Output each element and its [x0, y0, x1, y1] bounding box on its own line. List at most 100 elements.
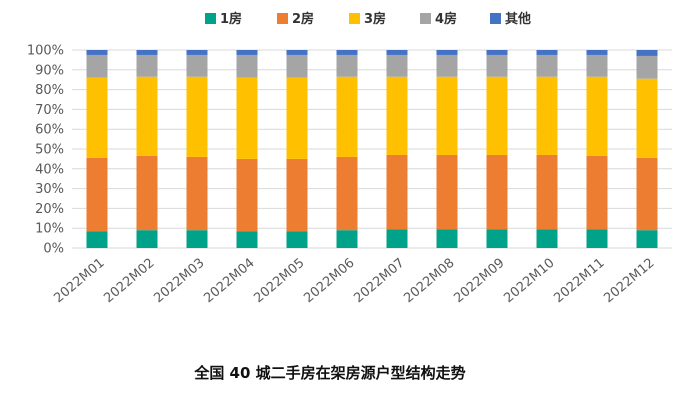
bar-segment-2022M09-2房 — [486, 154, 508, 230]
bar-segment-2022M09-其他 — [486, 50, 508, 55]
bar-segment-2022M07-2房 — [386, 154, 408, 230]
x-axis: 2022M012022M022022M032022M042022M052022M… — [51, 256, 657, 307]
y-tick-label: 70% — [35, 103, 64, 118]
bar-segment-2022M09-3房 — [486, 76, 508, 155]
bar-segment-2022M03-4房 — [186, 54, 208, 77]
legend-label: 3房 — [364, 11, 386, 27]
bar-segment-2022M06-3房 — [336, 76, 358, 157]
bar-segment-2022M11-3房 — [586, 76, 608, 156]
bar-segment-2022M10-3房 — [536, 76, 558, 155]
y-tick-label: 0% — [43, 242, 64, 257]
y-axis: 0% 10% 20% 30% 40% 50% 60% 70% 80% 90% 100% — [27, 44, 64, 257]
legend-label: 2房 — [292, 11, 314, 27]
bar-segment-2022M09-1房 — [486, 229, 508, 248]
bar-segment-2022M05-4房 — [286, 54, 308, 78]
x-tick-label: 2022M11 — [551, 256, 607, 307]
legend-swatch-3房 — [349, 13, 360, 24]
bar-segment-2022M02-2房 — [136, 155, 158, 231]
x-tick-label: 2022M04 — [201, 256, 257, 307]
bar-segment-2022M12-3房 — [636, 78, 658, 158]
bar-segment-2022M01-1房 — [86, 231, 108, 248]
x-tick-label: 2022M06 — [301, 256, 357, 307]
bar-segment-2022M12-1房 — [636, 230, 658, 248]
bar-segment-2022M11-1房 — [586, 229, 608, 248]
bar-segment-2022M07-1房 — [386, 229, 408, 248]
bar-segment-2022M01-其他 — [86, 50, 108, 55]
legend: 1房 2房 3房 4房 其他 — [205, 11, 531, 27]
legend-label: 其他 — [505, 11, 531, 27]
y-tick-label: 80% — [35, 83, 64, 98]
bar-segment-2022M01-4房 — [86, 54, 108, 78]
bar-segment-2022M04-3房 — [236, 77, 258, 159]
y-tick-label: 100% — [27, 44, 64, 59]
bar-segment-2022M03-3房 — [186, 76, 208, 157]
bar-segment-2022M12-2房 — [636, 157, 658, 231]
legend-swatch-1房 — [205, 13, 216, 24]
legend-swatch-其他 — [490, 13, 501, 24]
legend-swatch-2房 — [277, 13, 288, 24]
bar-segment-2022M08-4房 — [436, 54, 458, 77]
bar-segment-2022M11-其他 — [586, 50, 608, 55]
bar-segment-2022M01-2房 — [86, 157, 108, 232]
bar-segment-2022M09-4房 — [486, 54, 508, 77]
bar-segment-2022M10-4房 — [536, 54, 558, 77]
bar-segment-2022M02-3房 — [136, 76, 158, 156]
legend-label: 1房 — [220, 11, 242, 27]
bar-segment-2022M02-4房 — [136, 54, 158, 77]
chart-title: 全国 40 城二手房在架房源户型结构走势 — [193, 364, 465, 382]
bar-segment-2022M04-2房 — [236, 158, 258, 232]
bar-segment-2022M04-1房 — [236, 231, 258, 248]
bar-segment-2022M05-1房 — [286, 231, 308, 248]
bar-segment-2022M03-1房 — [186, 230, 208, 248]
x-tick-label: 2022M09 — [451, 256, 507, 307]
bar-segment-2022M08-3房 — [436, 76, 458, 155]
bar-segment-2022M12-其他 — [636, 50, 658, 56]
bar-segment-2022M02-其他 — [136, 50, 158, 55]
bar-segment-2022M07-3房 — [386, 76, 408, 155]
legend-swatch-4房 — [420, 13, 431, 24]
x-tick-label: 2022M08 — [401, 256, 457, 307]
bar-segment-2022M11-4房 — [586, 54, 608, 77]
x-tick-label: 2022M05 — [251, 256, 307, 307]
bar-segment-2022M04-4房 — [236, 54, 258, 78]
x-tick-label: 2022M10 — [501, 256, 557, 307]
bar-segment-2022M03-2房 — [186, 156, 208, 231]
bar-segment-2022M06-1房 — [336, 230, 358, 248]
bar-segment-2022M10-1房 — [536, 229, 558, 248]
y-tick-label: 60% — [35, 123, 64, 138]
bar-segment-2022M05-其他 — [286, 50, 308, 55]
bar-segment-2022M12-4房 — [636, 55, 658, 79]
bar-segment-2022M08-2房 — [436, 154, 458, 230]
x-tick-label: 2022M03 — [151, 256, 207, 307]
bar-segment-2022M06-2房 — [336, 156, 358, 231]
x-tick-label: 2022M02 — [101, 256, 157, 307]
y-tick-label: 50% — [35, 143, 64, 158]
bar-segment-2022M10-其他 — [536, 50, 558, 55]
y-tick-label: 40% — [35, 162, 64, 177]
gridlines — [72, 49, 672, 249]
x-tick-label: 2022M12 — [601, 256, 657, 307]
x-tick-label: 2022M07 — [351, 256, 407, 307]
bar-segment-2022M11-2房 — [586, 155, 608, 230]
bar-segment-2022M01-3房 — [86, 77, 108, 158]
bar-segment-2022M05-2房 — [286, 158, 308, 232]
y-tick-label: 20% — [35, 202, 64, 217]
bar-segment-2022M10-2房 — [536, 154, 558, 230]
y-tick-label: 30% — [35, 182, 64, 197]
bar-segment-2022M02-1房 — [136, 230, 158, 248]
x-tick-label: 2022M01 — [51, 256, 107, 307]
bar-segment-2022M05-3房 — [286, 77, 308, 159]
bar-segment-2022M07-其他 — [386, 50, 408, 55]
legend-label: 4房 — [435, 11, 457, 27]
y-tick-label: 10% — [35, 222, 64, 237]
bar-segment-2022M08-其他 — [436, 50, 458, 55]
bar-segment-2022M07-4房 — [386, 54, 408, 77]
bar-segment-2022M04-其他 — [236, 50, 258, 55]
bar-segment-2022M08-1房 — [436, 229, 458, 248]
bar-segment-2022M03-其他 — [186, 50, 208, 55]
bar-segment-2022M06-4房 — [336, 54, 358, 77]
y-tick-label: 90% — [35, 63, 64, 78]
bars — [86, 50, 658, 248]
bar-segment-2022M06-其他 — [336, 50, 358, 55]
